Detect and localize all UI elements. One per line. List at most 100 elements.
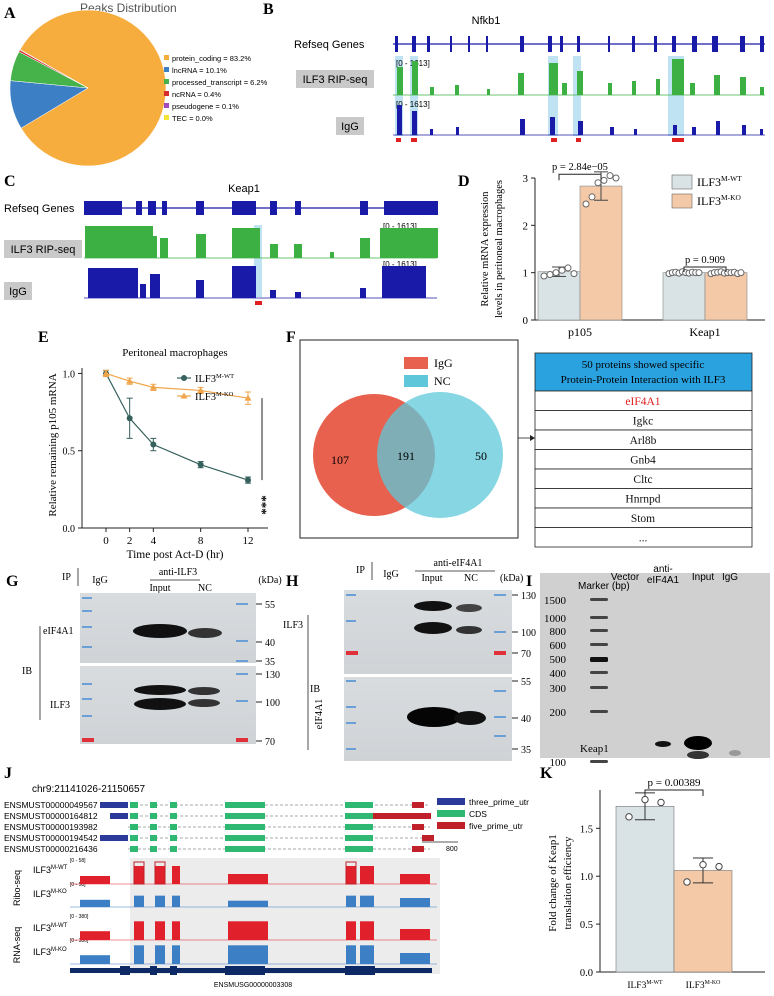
g-blot-lower (80, 666, 256, 744)
gel-ladder-label: 600 (550, 640, 567, 652)
gel-ladder-band (590, 643, 608, 646)
nfkb1-igg-peak (578, 121, 583, 135)
nfkb1-rip-peak (412, 61, 418, 95)
j-coverage-peak (80, 931, 110, 940)
legend-label-0: protein_coding = 83.2% (172, 54, 251, 63)
nfkb1-exon (412, 36, 416, 52)
j-coverage-tracks (70, 866, 437, 965)
protein-row-label: Gnb4 (630, 455, 656, 467)
gel-marker-label: Marker (bp) (578, 581, 630, 592)
j-coverage-peak (155, 921, 165, 940)
gel-ladder-band (590, 710, 608, 713)
d-point (564, 264, 572, 272)
nfkb1-highlight (548, 56, 558, 136)
j-coverage-peak (400, 874, 430, 884)
j-coverage-peak (400, 953, 430, 964)
protein-row-label: ... (639, 533, 648, 545)
e-legend-marker (180, 392, 188, 399)
h-marker-label: 130 (521, 591, 536, 602)
legend-swatch-2 (164, 79, 169, 84)
d-y-tick-label: 0 (523, 315, 529, 327)
nfkb1-igg-peak (673, 125, 677, 135)
transcript-utr3 (100, 835, 128, 841)
d-point (695, 269, 703, 277)
d-legend-label: ILF3M-KO (697, 193, 741, 208)
transcript-cds (130, 846, 138, 852)
j-coverage-peak (360, 866, 374, 884)
protein-table-rows: eIF4A1 Igkc Arl8b Gnb4 Cltc Hnrnpd Stom... (534, 390, 753, 548)
j-coverage-peak (80, 876, 110, 884)
gel-lane-antieif4a1-1: anti- (653, 564, 672, 575)
nfkb1-rip-peak (760, 87, 764, 95)
peaks-pie (9, 9, 167, 167)
venn-overlap: 191 (397, 449, 415, 463)
j-coverage-peak (172, 921, 180, 940)
transcript-legend: three_prime_utr CDS five_prime_utr (437, 797, 529, 831)
transcript-cds (345, 846, 373, 852)
e-point (197, 461, 204, 468)
keap1-rip-peak (330, 252, 334, 258)
transcript-cds (170, 802, 177, 808)
keap1-igg-range: [0 - 1613] (383, 260, 417, 269)
d-y-label-1: Relative mRNA expression (480, 191, 491, 307)
e-significance: *** (258, 495, 273, 515)
j-coverage-peak (400, 898, 430, 907)
j-locus: chr9:21141026-21150657 (32, 784, 146, 795)
nfkb1-rip-peak (549, 63, 558, 95)
legend-swatch-0 (164, 55, 169, 60)
g-lane-igg: IgG (92, 575, 108, 586)
j-highlight-boxes (133, 861, 357, 885)
k-y-label-2: translation efficiency (562, 836, 574, 929)
legend-label-2: processed_transcript = 6.2% (172, 78, 268, 87)
legend-swatch (437, 822, 465, 829)
keap1-exon (84, 201, 122, 215)
transcript-cds (170, 813, 177, 819)
nfkb1-exon (520, 36, 524, 52)
k-bracket (644, 789, 704, 796)
k-bar (615, 805, 675, 973)
panel-label-b: B (263, 1, 274, 18)
nfkb1-exon (560, 36, 563, 52)
j-gene-id: ENSMUSG00000003308 (214, 982, 292, 989)
j-coverage-peak (172, 895, 180, 907)
h-ip-label: IP (356, 565, 365, 576)
gel-ladder-label: 400 (550, 668, 567, 680)
venn-igg-only: 107 (331, 453, 349, 467)
nfkb1-igg-peak (520, 119, 525, 135)
e-x-tick-label: 4 (151, 535, 157, 547)
gel-ladder-band (590, 686, 608, 689)
g-ib-label: IB (22, 666, 32, 677)
legend-label-4: pseudogene = 0.1% (172, 102, 239, 111)
nfkb1-rip-peak (518, 73, 524, 95)
d-y-tick-label: 1 (523, 268, 529, 280)
h-marker-label: 55 (521, 677, 531, 688)
panel-label-h: H (286, 573, 299, 590)
nfkb1-rip-peak (740, 77, 746, 95)
keap1-rip-range: [0 - 1613] (383, 222, 417, 231)
gel-ladder-label: 1000 (544, 613, 567, 625)
d-point (540, 272, 548, 280)
nfkb1-exon (712, 36, 718, 52)
d-bar (579, 185, 623, 321)
transcript-label: ENSMUST00000194542 (4, 833, 98, 843)
transcript-label: ENSMUST00000049567 (4, 800, 98, 810)
k-y-tick-label: 1.0 (580, 872, 593, 883)
d-point (737, 269, 745, 277)
d-point (588, 193, 596, 201)
transcript-cds (225, 824, 265, 830)
nfkb1-gene-model (393, 36, 765, 52)
nfkb1-rip-label: ILF3 RIP-seq (303, 74, 368, 86)
nfkb1-exon (427, 36, 430, 52)
k-point (625, 813, 633, 821)
nfkb1-exon (760, 36, 764, 52)
nfkb1-igg-peak (412, 111, 417, 135)
protein-table-header-bg (534, 352, 753, 392)
nfkb1-exon (740, 36, 745, 52)
k-y-label-1: Fold change of Keap1 (547, 834, 559, 931)
transcript-utr5 (373, 813, 431, 819)
transcript-utr3 (100, 802, 128, 808)
d-y-label-2: levels in peritoneal macrophages (494, 180, 505, 318)
d-point (594, 179, 602, 187)
k-pvalue: p = 0.00389 (648, 777, 701, 789)
